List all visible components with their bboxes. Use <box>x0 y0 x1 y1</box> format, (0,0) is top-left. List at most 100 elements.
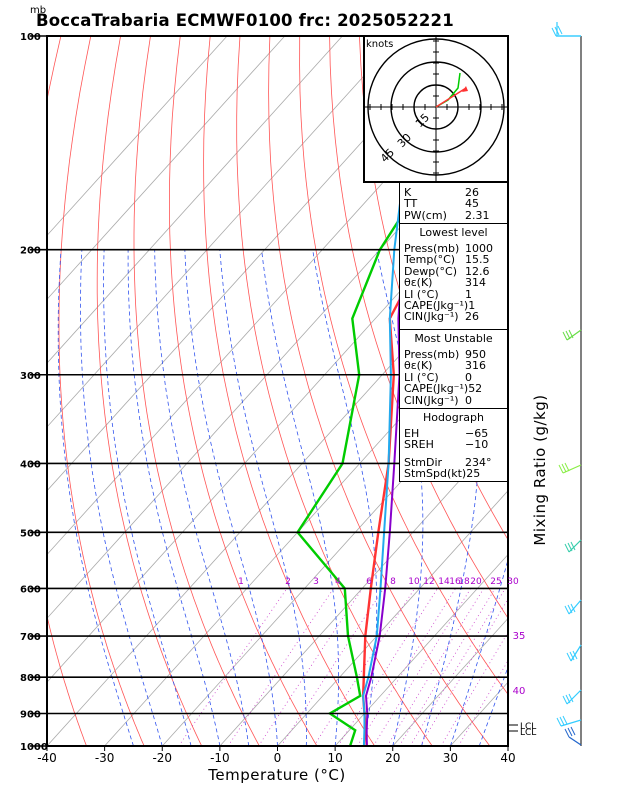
dry-adiabat-line <box>133 36 260 746</box>
pressure-tick-label: 700 <box>20 632 41 643</box>
hodograph-row: StmSpd(kt) 25 <box>400 468 507 479</box>
wind-barb-feather <box>567 604 573 614</box>
lcl-label: LCL <box>520 728 536 738</box>
mixing-ratio-line <box>178 588 288 746</box>
theta-e-label: 35 <box>513 631 526 642</box>
mixing-ratio-line <box>386 588 485 746</box>
dry-adiabat-line <box>539 36 618 746</box>
mixing-ratio-label: 2 <box>285 577 291 587</box>
mixing-ratio-label: 1 <box>238 577 244 587</box>
pressure-tick-label: 1000 <box>20 742 48 753</box>
dry-adiabat-line <box>236 36 433 746</box>
wind-barb-feather <box>562 331 568 341</box>
wind-barb-staff <box>560 719 582 727</box>
isotherm-line <box>47 234 508 746</box>
isotherm-line <box>47 36 286 300</box>
most-unstable-row: CIN(Jkg⁻¹) 0 <box>400 394 507 406</box>
lowest-level-value: 314 <box>465 276 486 290</box>
lowest-level-row: Temp(°C) 15.5 <box>400 254 507 265</box>
mixing-ratio-label: 4 <box>335 577 341 587</box>
hodograph-row: StmDir 234° <box>400 457 507 468</box>
lowest-level-label: CAPE(Jkg⁻¹) <box>404 298 469 312</box>
index-label: PW(cm) <box>404 208 447 222</box>
wind-barb-feather <box>572 650 578 660</box>
dry-adiabat-line <box>47 36 87 746</box>
wind-barb-feather <box>570 603 576 613</box>
hodograph-row: SREH −10 <box>400 439 507 450</box>
wind-barb-feather <box>567 542 573 552</box>
mixing-ratio-line <box>419 598 508 746</box>
lowest-level-header: Lowest level <box>419 226 488 239</box>
pressure-tick-label: 400 <box>20 459 41 470</box>
wind-barb-feather <box>558 464 564 474</box>
mixing-ratio-label: 25 <box>490 577 501 587</box>
wind-barb-feather <box>556 717 562 727</box>
mixing-ratio-label: 14 <box>438 577 450 587</box>
x-tick-label: -40 <box>37 751 57 765</box>
isotherm-line <box>334 553 508 746</box>
index-value: 26 <box>465 186 479 199</box>
most-unstable-label: θε(K) <box>404 359 433 373</box>
lowest-level-value: 15.5 <box>465 253 490 267</box>
lowest-level-row: θε(K) 314 <box>400 277 507 288</box>
wind-barb-feather <box>566 652 572 662</box>
dry-adiabat-line <box>58 36 145 746</box>
pressure-tick-label: 100 <box>20 32 41 43</box>
hodograph-value: 25 <box>466 467 481 481</box>
dry-adiabat-line <box>96 36 203 746</box>
index-value: 45 <box>465 197 479 211</box>
mixing-ratio-line <box>458 659 508 746</box>
hodograph-header: Hodograph <box>423 411 484 424</box>
lowest-level-row: Press(mb) 1000 <box>400 243 507 254</box>
wind-barb-feather <box>562 695 568 705</box>
isotherm-line <box>277 490 508 746</box>
wind-barb-feather <box>561 463 567 473</box>
index-row: PW(cm) 2.31 <box>400 210 507 221</box>
most-unstable-panel: Most Unstable Press(mb) 950 θε(K) 316 LI (°C… <box>399 329 508 409</box>
mixing-ratio-line <box>356 588 456 746</box>
x-tick-label: 40 <box>500 751 515 765</box>
wind-barb-staff <box>568 736 582 746</box>
mixing-ratio-label: 3 <box>313 577 319 587</box>
hodograph-value: −10 <box>465 438 489 452</box>
most-unstable-value: 0 <box>465 370 472 384</box>
pressure-tick-label: 600 <box>20 584 41 595</box>
wind-barb-feather <box>562 715 568 725</box>
wind-barb-staff <box>566 329 582 341</box>
wind-barb-top <box>556 22 581 37</box>
moist-adiabat-line <box>219 249 307 746</box>
x-tick-label: 10 <box>327 751 342 765</box>
hodograph-label: SREH <box>404 438 434 452</box>
wind-barb-feather <box>569 651 575 661</box>
wind-barb-feather <box>567 727 573 737</box>
wind-barb-feather <box>564 728 570 738</box>
lowest-level-label: Press(mb) <box>404 242 460 255</box>
lowest-level-row: CAPE(Jkg⁻¹) 1 <box>400 300 507 311</box>
hodograph-value: −65 <box>465 427 489 440</box>
wind-barb <box>558 462 582 474</box>
lowest-level-panel: Lowest level Press(mb) 1000 Temp(°C) 15.5 De… <box>399 223 508 330</box>
x-tick-label: -20 <box>152 751 172 765</box>
moist-adiabat-line <box>57 249 134 746</box>
most-unstable-header: Most Unstable <box>414 332 493 345</box>
hodograph-label: StmSpd(kt) <box>404 467 467 481</box>
moist-adiabat-line <box>103 249 192 746</box>
wind-barb-feather <box>564 605 570 615</box>
mixing-ratio-line <box>440 631 508 746</box>
moist-adiabat-line <box>80 249 163 746</box>
mixing-ratio-label: 20 <box>470 577 482 587</box>
mixing-ratio-label: 18 <box>458 577 470 587</box>
dry-adiabat-line <box>299 36 508 696</box>
wind-barb-staff <box>570 644 582 662</box>
wind-barb <box>551 25 581 37</box>
wind-barb-feather <box>565 330 571 340</box>
hodograph-group <box>364 36 508 182</box>
lowest-level-value: 1 <box>468 298 476 312</box>
x-tick-label: -30 <box>95 751 115 765</box>
wind-barb-feather <box>564 462 570 472</box>
mixing-ratio-line <box>227 588 334 746</box>
wind-barb-feather <box>570 726 576 736</box>
wind-barb-feather <box>559 716 565 726</box>
x-tick-label: -10 <box>210 751 230 765</box>
